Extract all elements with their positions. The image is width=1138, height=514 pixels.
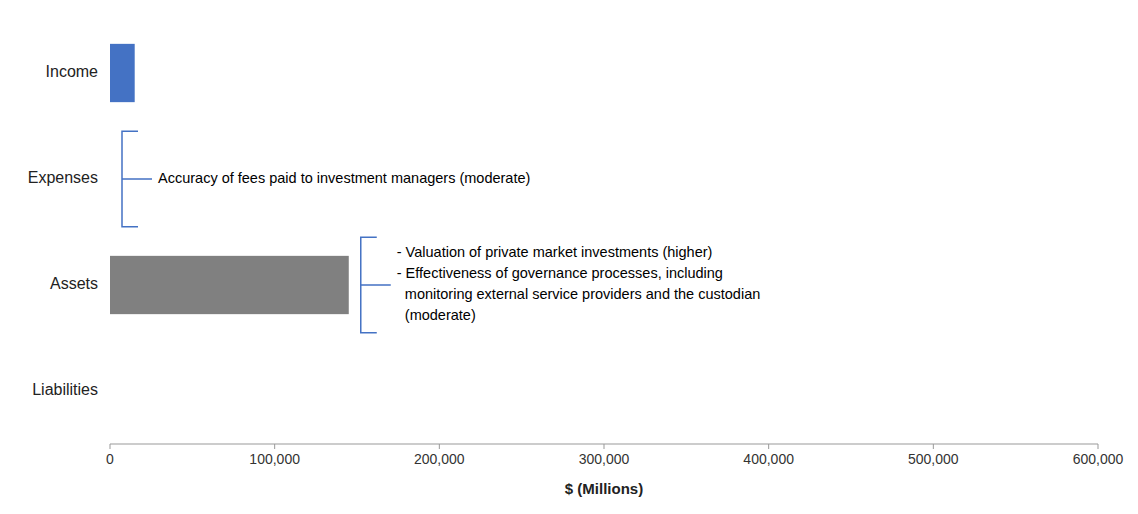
x-tick xyxy=(604,444,605,449)
x-tick xyxy=(439,444,440,449)
annotation-line: Accuracy of fees paid to investment mana… xyxy=(158,170,530,186)
bracket xyxy=(361,237,391,332)
category-label: Expenses xyxy=(28,169,98,186)
x-tick-label: 500,000 xyxy=(908,451,959,467)
chart: Income Expenses Assets Liabilities 0 100,000 2… xyxy=(0,0,1138,514)
x-tick-label: 400,000 xyxy=(743,451,794,467)
x-tick xyxy=(110,444,111,449)
bar xyxy=(110,362,111,420)
x-tick-label: 300,000 xyxy=(579,451,630,467)
annotation-bracket xyxy=(361,237,391,332)
bar xyxy=(110,44,135,102)
category-label: Income xyxy=(46,63,99,80)
annotation-bracket xyxy=(122,131,152,226)
annotation-line: - Valuation of private market investment… xyxy=(397,244,713,260)
x-tick xyxy=(768,444,769,449)
category-label: Assets xyxy=(50,275,98,292)
x-tick-label: 0 xyxy=(106,451,114,467)
x-tick xyxy=(933,444,934,449)
annotation-line: (moderate) xyxy=(397,307,476,323)
annotation-line: monitoring external service providers an… xyxy=(397,286,761,302)
x-tick-label: 100,000 xyxy=(249,451,300,467)
annotation-line: - Effectiveness of governance processes,… xyxy=(397,265,723,281)
bar xyxy=(110,256,349,314)
x-tick xyxy=(274,444,275,449)
annotation: - Valuation of private market investment… xyxy=(397,244,761,323)
bar xyxy=(110,150,111,208)
bracket xyxy=(122,131,152,226)
x-tick-label: 600,000 xyxy=(1073,451,1124,467)
x-tick xyxy=(1098,444,1099,449)
x-tick-label: 200,000 xyxy=(414,451,465,467)
category-label: Liabilities xyxy=(32,381,98,398)
annotation: Accuracy of fees paid to investment mana… xyxy=(158,170,530,186)
x-axis-label: $ (Millions) xyxy=(565,480,643,497)
